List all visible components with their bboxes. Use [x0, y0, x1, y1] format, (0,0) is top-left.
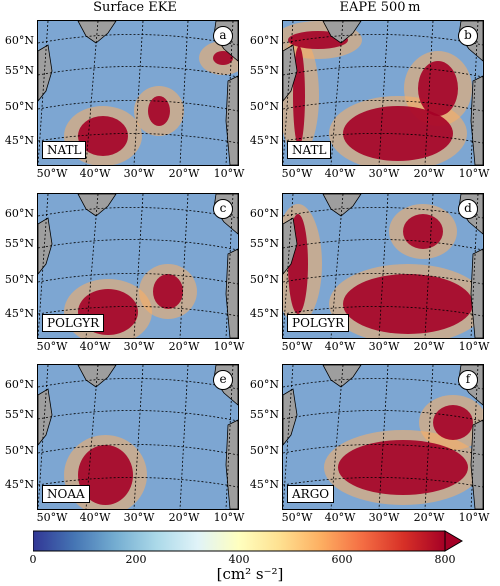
- panel-letter: f: [458, 370, 478, 390]
- panel-source-label: POLGYR: [287, 314, 350, 332]
- lat-tick-label: 55°N: [4, 408, 34, 421]
- lat-tick-label: 60°N: [4, 34, 34, 47]
- lat-tick-label: 50°N: [249, 444, 279, 457]
- lon-tick-label: 20°W: [168, 340, 200, 353]
- lat-tick-label: 50°N: [4, 100, 34, 113]
- panel-source-label: POLGYR: [42, 314, 105, 332]
- lon-tick-label: 20°W: [413, 511, 445, 524]
- map-panel-a: NATL a: [37, 20, 239, 166]
- colorbar-unit-label: [cm² s⁻²]: [216, 565, 284, 583]
- lon-tick-label: 40°W: [79, 167, 111, 180]
- lon-tick-label: 30°W: [123, 167, 155, 180]
- panel-source-label: NATL: [287, 141, 332, 159]
- lon-tick-label: 40°W: [324, 340, 356, 353]
- lon-tick-label: 20°W: [168, 167, 200, 180]
- col-title-right: EAPE 500 m: [339, 0, 421, 15]
- lon-tick-label: 50°W: [281, 167, 313, 180]
- lat-tick-label: 50°N: [4, 444, 34, 457]
- lon-tick-label: 20°W: [413, 167, 445, 180]
- lon-tick-label: 40°W: [79, 340, 111, 353]
- lon-tick-label: 30°W: [368, 167, 400, 180]
- colorbar: [33, 530, 463, 552]
- lon-tick-label: 50°W: [36, 340, 68, 353]
- map-panel-d: POLGYR d: [282, 193, 484, 339]
- lon-tick-label: 50°W: [36, 511, 68, 524]
- lat-tick-label: 45°N: [4, 134, 34, 147]
- colorbar-tick-label: 200: [125, 553, 147, 566]
- lon-tick-label: 10°W: [458, 511, 490, 524]
- panel-letter: d: [458, 199, 478, 219]
- map-panel-b: NATL b: [282, 20, 484, 166]
- lon-tick-label: 40°W: [324, 167, 356, 180]
- lon-tick-label: 50°W: [281, 340, 313, 353]
- lon-tick-label: 10°W: [213, 167, 245, 180]
- panel-letter: e: [213, 370, 233, 390]
- panel-letter: c: [213, 199, 233, 219]
- lat-tick-label: 50°N: [4, 273, 34, 286]
- lat-tick-label: 50°N: [249, 100, 279, 113]
- lon-tick-label: 20°W: [413, 340, 445, 353]
- lon-tick-label: 50°W: [36, 167, 68, 180]
- lat-tick-label: 60°N: [249, 207, 279, 220]
- lat-tick-label: 55°N: [4, 64, 34, 77]
- lon-tick-label: 10°W: [213, 340, 245, 353]
- lon-tick-label: 30°W: [123, 511, 155, 524]
- lat-tick-label: 55°N: [4, 237, 34, 250]
- lat-tick-label: 50°N: [249, 273, 279, 286]
- map-panel-e: NOAA e: [37, 364, 239, 510]
- colorbar-tick-label: 0: [29, 553, 37, 566]
- lat-tick-label: 45°N: [249, 134, 279, 147]
- lat-tick-label: 45°N: [249, 478, 279, 491]
- panel-source-label: NOAA: [42, 485, 90, 503]
- lat-tick-label: 60°N: [4, 378, 34, 391]
- colorbar-tick-label: 400: [228, 553, 250, 566]
- lon-tick-label: 30°W: [368, 340, 400, 353]
- lat-tick-label: 60°N: [4, 207, 34, 220]
- colorbar-extend-arrow: [444, 530, 463, 552]
- lon-tick-label: 10°W: [213, 511, 245, 524]
- panel-letter: a: [213, 26, 233, 46]
- lon-tick-label: 20°W: [168, 511, 200, 524]
- panel-source-label: NATL: [42, 141, 87, 159]
- panel-source-label: ARGO: [287, 485, 335, 503]
- lat-tick-label: 55°N: [249, 64, 279, 77]
- lon-tick-label: 10°W: [458, 167, 490, 180]
- lat-tick-label: 60°N: [249, 378, 279, 391]
- lat-tick-label: 45°N: [4, 478, 34, 491]
- colorbar-tick-label: 800: [434, 553, 456, 566]
- col-title-left: Surface EKE: [93, 0, 177, 15]
- lon-tick-label: 50°W: [281, 511, 313, 524]
- lat-tick-label: 60°N: [249, 34, 279, 47]
- lat-tick-label: 45°N: [249, 307, 279, 320]
- lon-tick-label: 40°W: [79, 511, 111, 524]
- lon-tick-label: 40°W: [324, 511, 356, 524]
- lat-tick-label: 55°N: [249, 408, 279, 421]
- lon-tick-label: 10°W: [458, 340, 490, 353]
- map-panel-f: ARGO f: [282, 364, 484, 510]
- lon-tick-label: 30°W: [368, 511, 400, 524]
- lat-tick-label: 45°N: [4, 307, 34, 320]
- map-panel-c: POLGYR c: [37, 193, 239, 339]
- panel-letter: b: [458, 26, 478, 46]
- lon-tick-label: 30°W: [123, 340, 155, 353]
- lat-tick-label: 55°N: [249, 237, 279, 250]
- colorbar-tick-label: 600: [331, 553, 353, 566]
